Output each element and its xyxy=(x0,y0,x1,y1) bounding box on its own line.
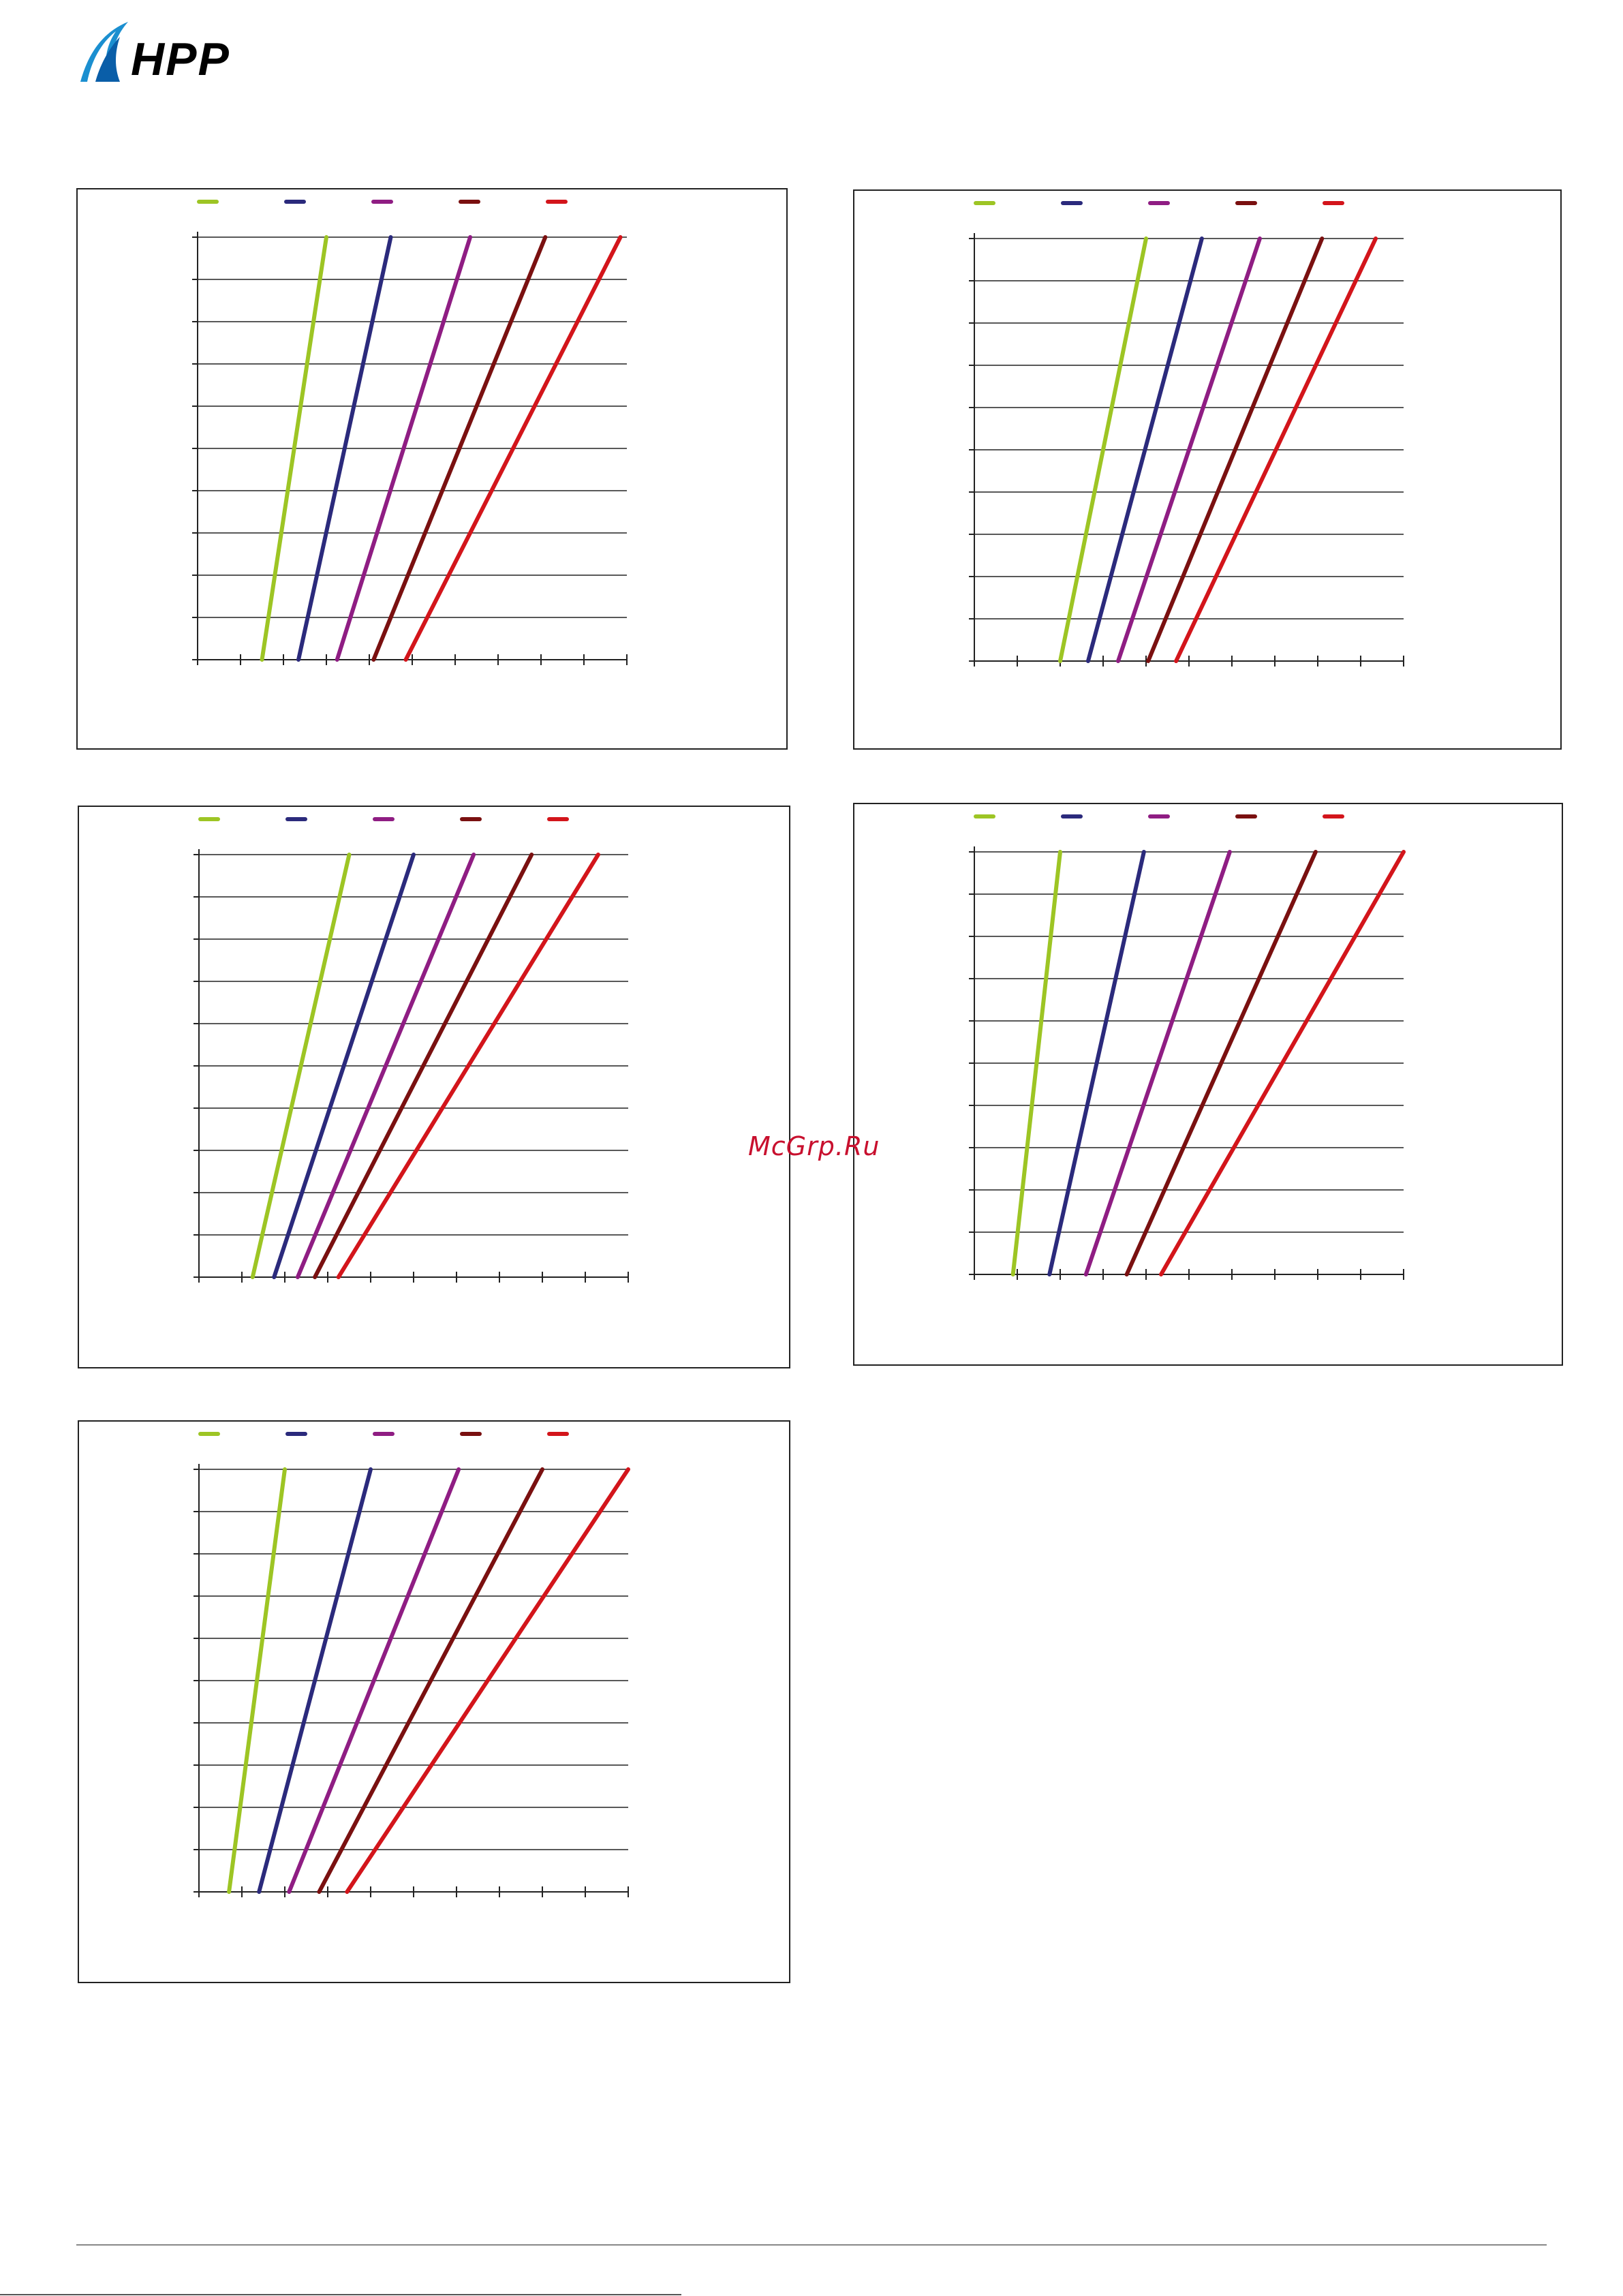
watermark-text: McGrp.Ru xyxy=(748,1131,880,1161)
series-line-2 xyxy=(1085,236,1204,663)
series-line-2 xyxy=(272,853,416,1279)
series-line-4 xyxy=(371,235,548,662)
chart-plot-4 xyxy=(969,814,1406,1280)
series-line-2 xyxy=(296,235,393,662)
series-line-5 xyxy=(345,1467,630,1894)
series-line-2 xyxy=(257,1467,373,1894)
series-line-4 xyxy=(1146,236,1325,663)
series-line-3 xyxy=(335,235,473,662)
series-line-4 xyxy=(1124,850,1318,1276)
series-line-4 xyxy=(317,1467,544,1894)
series-line-4 xyxy=(313,853,534,1279)
chart-plot-1 xyxy=(192,200,628,665)
chart-panel-5 xyxy=(78,1420,790,1983)
series-line-1 xyxy=(250,853,352,1279)
series-line-5 xyxy=(1159,850,1406,1276)
chart-plot-3 xyxy=(194,817,629,1283)
series-line-1 xyxy=(1010,850,1062,1276)
chart-panel-2 xyxy=(853,189,1562,750)
series-line-5 xyxy=(336,853,600,1279)
chart-plot-2 xyxy=(969,201,1404,667)
series-line-2 xyxy=(1047,850,1146,1276)
series-line-3 xyxy=(287,1467,461,1894)
series-line-3 xyxy=(1083,850,1232,1276)
series-line-1 xyxy=(227,1467,287,1894)
chart-plot-5 xyxy=(194,1432,630,1897)
chart-panel-3 xyxy=(78,806,790,1368)
chart-panel-1 xyxy=(76,188,788,750)
series-line-5 xyxy=(1174,236,1378,663)
series-line-5 xyxy=(403,235,623,662)
series-line-3 xyxy=(295,853,476,1279)
chart-panel-4 xyxy=(853,803,1563,1366)
series-line-1 xyxy=(1058,236,1148,663)
logo-swoosh-icon xyxy=(80,22,128,82)
hpp-logo: HPP xyxy=(75,19,252,94)
bottom-edge-line xyxy=(0,2294,681,2295)
series-line-3 xyxy=(1116,236,1262,663)
footer-divider xyxy=(76,2244,1547,2246)
series-line-1 xyxy=(260,235,328,662)
logo-wordmark: HPP xyxy=(131,33,230,85)
